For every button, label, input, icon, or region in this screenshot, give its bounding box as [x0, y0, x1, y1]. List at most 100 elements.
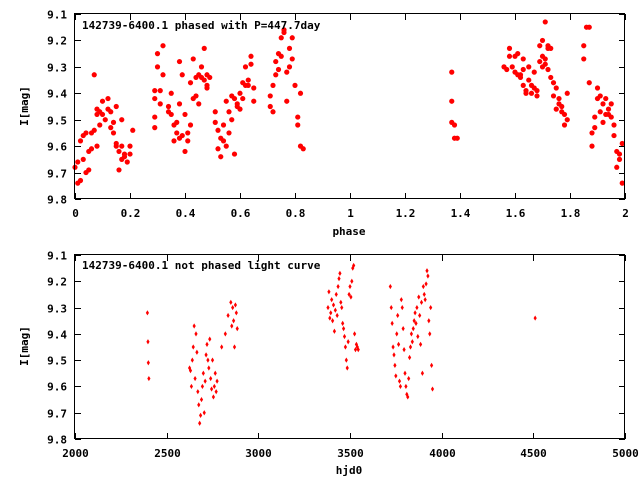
phased-x-tick-label: 1.6	[506, 207, 526, 220]
unphased-point	[333, 307, 337, 313]
unphased-point	[190, 357, 194, 363]
phased-point	[196, 101, 202, 107]
phased-point	[215, 146, 221, 152]
phased-y-tick-label: 9.1	[47, 9, 67, 22]
phased-point	[242, 64, 249, 70]
phased-point	[179, 72, 185, 78]
phased-point	[185, 138, 191, 144]
unphased-point	[194, 331, 198, 337]
unphased-point	[423, 297, 427, 303]
phased-point	[171, 138, 177, 144]
phased-y-tick-label: 9.8	[47, 194, 67, 207]
phased-point	[240, 95, 246, 102]
unphased-point	[326, 304, 330, 311]
unphased-point	[410, 339, 414, 345]
unphased-point	[208, 336, 212, 342]
unphased-point	[399, 297, 403, 303]
unphased-data-points	[145, 262, 537, 426]
unphased-point	[397, 378, 402, 384]
phased-point	[548, 45, 554, 51]
unphased-point	[413, 310, 417, 316]
unphased-plot-title: 142739-6400.1 not phased light curve	[82, 259, 321, 272]
phased-point	[589, 130, 595, 136]
phased-point	[616, 151, 623, 157]
unphased-y-tick-label: 9.5	[47, 355, 67, 368]
phased-point	[608, 114, 614, 120]
phased-point	[176, 101, 183, 107]
unphased-y-tick-label: 9.4	[47, 329, 67, 342]
unphased-point	[417, 294, 421, 300]
phased-point	[267, 93, 273, 99]
unphased-point	[398, 383, 403, 390]
unphased-point	[214, 389, 218, 395]
unphased-point	[231, 304, 235, 311]
unphased-point	[388, 283, 392, 290]
unphased-point	[533, 315, 537, 321]
unphased-point	[429, 304, 433, 311]
phased-point	[251, 98, 257, 104]
unphased-point	[196, 389, 200, 395]
unphased-point	[198, 412, 203, 418]
phased-point	[182, 148, 188, 155]
unphased-point	[346, 339, 350, 345]
unphased-point	[204, 352, 208, 358]
unphased-point	[189, 383, 194, 390]
phased-point	[182, 111, 188, 118]
phased-point	[526, 77, 532, 83]
unphased-point	[191, 344, 195, 350]
phased-point	[581, 56, 587, 62]
phased-point	[99, 98, 106, 104]
phased-point	[597, 93, 603, 99]
phased-point	[286, 64, 293, 70]
phased-point	[289, 35, 295, 41]
unphased-point	[202, 410, 206, 416]
phased-point	[83, 130, 89, 136]
unphased-point	[411, 326, 415, 332]
phased-x-axis-label: phase	[332, 225, 365, 238]
phased-point	[113, 143, 119, 149]
phased-point	[526, 64, 532, 70]
unphased-point	[212, 383, 216, 390]
phased-point	[289, 56, 295, 62]
unphased-point	[145, 310, 150, 316]
phased-point	[187, 80, 194, 86]
unphased-point	[418, 312, 422, 319]
phased-point	[278, 35, 284, 41]
unphased-point	[210, 357, 215, 363]
unphased-point	[415, 304, 419, 311]
unphased-point	[390, 320, 394, 326]
unphased-y-axis-label: I[mag]	[18, 326, 31, 366]
phased-point	[160, 72, 166, 78]
phased-point	[248, 61, 254, 67]
unphased-point	[341, 320, 345, 326]
unphased-point	[192, 323, 196, 329]
phased-point	[110, 130, 117, 136]
phased-point	[110, 119, 117, 125]
phased-point	[207, 74, 213, 81]
phased-point	[124, 159, 130, 165]
phased-point	[160, 43, 166, 49]
phased-x-tick-label: 0.4	[176, 207, 196, 220]
unphased-point	[408, 344, 413, 350]
phased-point	[174, 119, 180, 125]
phased-point	[86, 167, 92, 173]
phased-point	[275, 66, 282, 73]
unphased-point	[232, 344, 237, 350]
phased-point	[270, 82, 276, 88]
unphased-point	[328, 315, 332, 321]
phased-x-tick-label: 1	[347, 207, 354, 220]
phased-point	[600, 119, 606, 125]
phased-point	[523, 90, 529, 96]
unphased-point	[352, 331, 357, 337]
phased-point	[223, 143, 229, 149]
phased-point	[245, 77, 251, 83]
phased-point	[300, 146, 306, 152]
phased-point	[534, 88, 540, 94]
phased-x-tick-label: 1.8	[561, 207, 581, 220]
phased-point	[564, 117, 570, 123]
phased-point	[226, 130, 232, 136]
phased-point	[515, 51, 521, 57]
phased-point	[229, 117, 235, 123]
phased-point	[237, 90, 243, 96]
unphased-point	[330, 297, 334, 303]
